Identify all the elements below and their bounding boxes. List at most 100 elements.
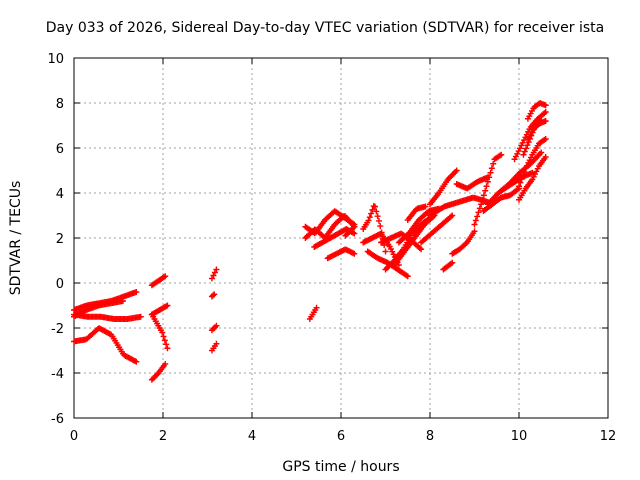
data-point bbox=[484, 178, 491, 185]
data-point bbox=[164, 345, 171, 352]
data-point bbox=[210, 292, 217, 299]
data-point bbox=[474, 213, 481, 220]
data-point bbox=[542, 109, 549, 115]
data-point bbox=[542, 154, 549, 160]
data-point bbox=[374, 213, 381, 220]
data-point bbox=[159, 329, 166, 336]
data-point bbox=[453, 167, 460, 174]
y-tick-label: -6 bbox=[51, 412, 64, 427]
data-series-24 bbox=[391, 212, 438, 268]
data-point bbox=[521, 168, 528, 175]
data-series-32 bbox=[453, 174, 491, 192]
data-point bbox=[351, 223, 358, 230]
data-point bbox=[119, 298, 126, 304]
data-point bbox=[449, 212, 456, 219]
data-series-10 bbox=[208, 291, 218, 300]
data-point bbox=[487, 169, 494, 176]
y-axis-label: SDTVAR / TECUs bbox=[8, 181, 24, 296]
y-tick-label: -2 bbox=[51, 322, 64, 337]
data-point bbox=[449, 259, 456, 266]
data-series-25 bbox=[395, 205, 442, 246]
y-tick-label: -4 bbox=[51, 367, 64, 382]
data-series-19 bbox=[360, 203, 389, 255]
y-tick-label: 0 bbox=[56, 277, 64, 292]
data-point bbox=[516, 183, 522, 190]
data-series-31 bbox=[449, 228, 478, 257]
y-tick-label: 10 bbox=[47, 52, 64, 67]
data-point bbox=[520, 172, 527, 179]
data-series-8 bbox=[148, 361, 169, 383]
data-point bbox=[490, 160, 497, 167]
data-point bbox=[521, 148, 528, 155]
y-tick-label: 6 bbox=[56, 142, 64, 157]
data-point bbox=[418, 246, 425, 253]
data-point bbox=[133, 289, 140, 295]
data-point bbox=[164, 302, 171, 309]
data-series-17 bbox=[324, 246, 358, 262]
data-point bbox=[162, 273, 169, 280]
data-series-37 bbox=[511, 109, 549, 163]
data-point bbox=[422, 203, 429, 210]
x-tick-label: 0 bbox=[70, 429, 78, 444]
data-point bbox=[518, 176, 525, 183]
data-point bbox=[377, 223, 384, 230]
data-series-42 bbox=[524, 118, 545, 142]
data-point bbox=[160, 333, 167, 340]
data-point bbox=[163, 341, 170, 348]
data-point bbox=[520, 151, 527, 158]
axis-ticks: 0 2 4 6 8 10 12 -6 -4 -2 0 2 4 6 8 10 bbox=[47, 52, 616, 444]
data-series-2 bbox=[71, 298, 126, 320]
data-series-30 bbox=[440, 259, 456, 273]
data-point bbox=[478, 201, 485, 208]
data-point bbox=[471, 221, 478, 228]
data-point bbox=[498, 151, 505, 158]
data-point bbox=[213, 266, 220, 273]
x-tick-label: 10 bbox=[511, 429, 528, 444]
chart-title: Day 033 of 2026, Sidereal Day-to-day VTE… bbox=[46, 20, 604, 36]
data-point bbox=[483, 183, 490, 190]
data-point bbox=[313, 304, 320, 311]
data-point bbox=[447, 260, 454, 267]
data-point bbox=[213, 322, 220, 329]
data-point bbox=[524, 142, 531, 149]
data-series-3 bbox=[71, 311, 144, 322]
data-point bbox=[213, 340, 220, 347]
data-series-26 bbox=[404, 203, 429, 223]
data-point bbox=[372, 203, 379, 210]
data-point bbox=[404, 273, 411, 280]
data-point bbox=[486, 174, 493, 181]
y-tick-label: 8 bbox=[56, 97, 64, 112]
data-point bbox=[517, 179, 524, 186]
data-point bbox=[479, 196, 486, 203]
data-series-38 bbox=[516, 136, 549, 190]
data-series-33 bbox=[471, 151, 505, 228]
x-tick-label: 4 bbox=[248, 429, 256, 444]
data-series-4 bbox=[71, 325, 140, 365]
data-point bbox=[162, 361, 169, 367]
data-points bbox=[71, 100, 549, 383]
data-point bbox=[475, 209, 482, 216]
data-point bbox=[542, 136, 549, 142]
data-point bbox=[350, 225, 357, 232]
data-point bbox=[368, 210, 375, 217]
data-series-5 bbox=[148, 273, 169, 289]
data-series-12 bbox=[208, 340, 220, 354]
data-point bbox=[351, 230, 358, 237]
data-series-7 bbox=[148, 311, 171, 352]
data-point bbox=[365, 217, 372, 224]
data-point bbox=[369, 206, 376, 213]
data-series-9 bbox=[208, 266, 220, 282]
data-point bbox=[523, 145, 530, 152]
data-series-41 bbox=[524, 100, 549, 122]
data-series-29 bbox=[427, 167, 460, 208]
data-point bbox=[476, 205, 483, 212]
data-point bbox=[137, 313, 144, 320]
data-point bbox=[382, 248, 389, 255]
data-point bbox=[163, 303, 170, 310]
data-point bbox=[525, 139, 532, 146]
data-series-11 bbox=[208, 322, 220, 334]
data-point bbox=[538, 149, 545, 156]
data-point bbox=[373, 208, 380, 215]
data-series-27 bbox=[418, 212, 456, 246]
data-point bbox=[161, 337, 168, 344]
